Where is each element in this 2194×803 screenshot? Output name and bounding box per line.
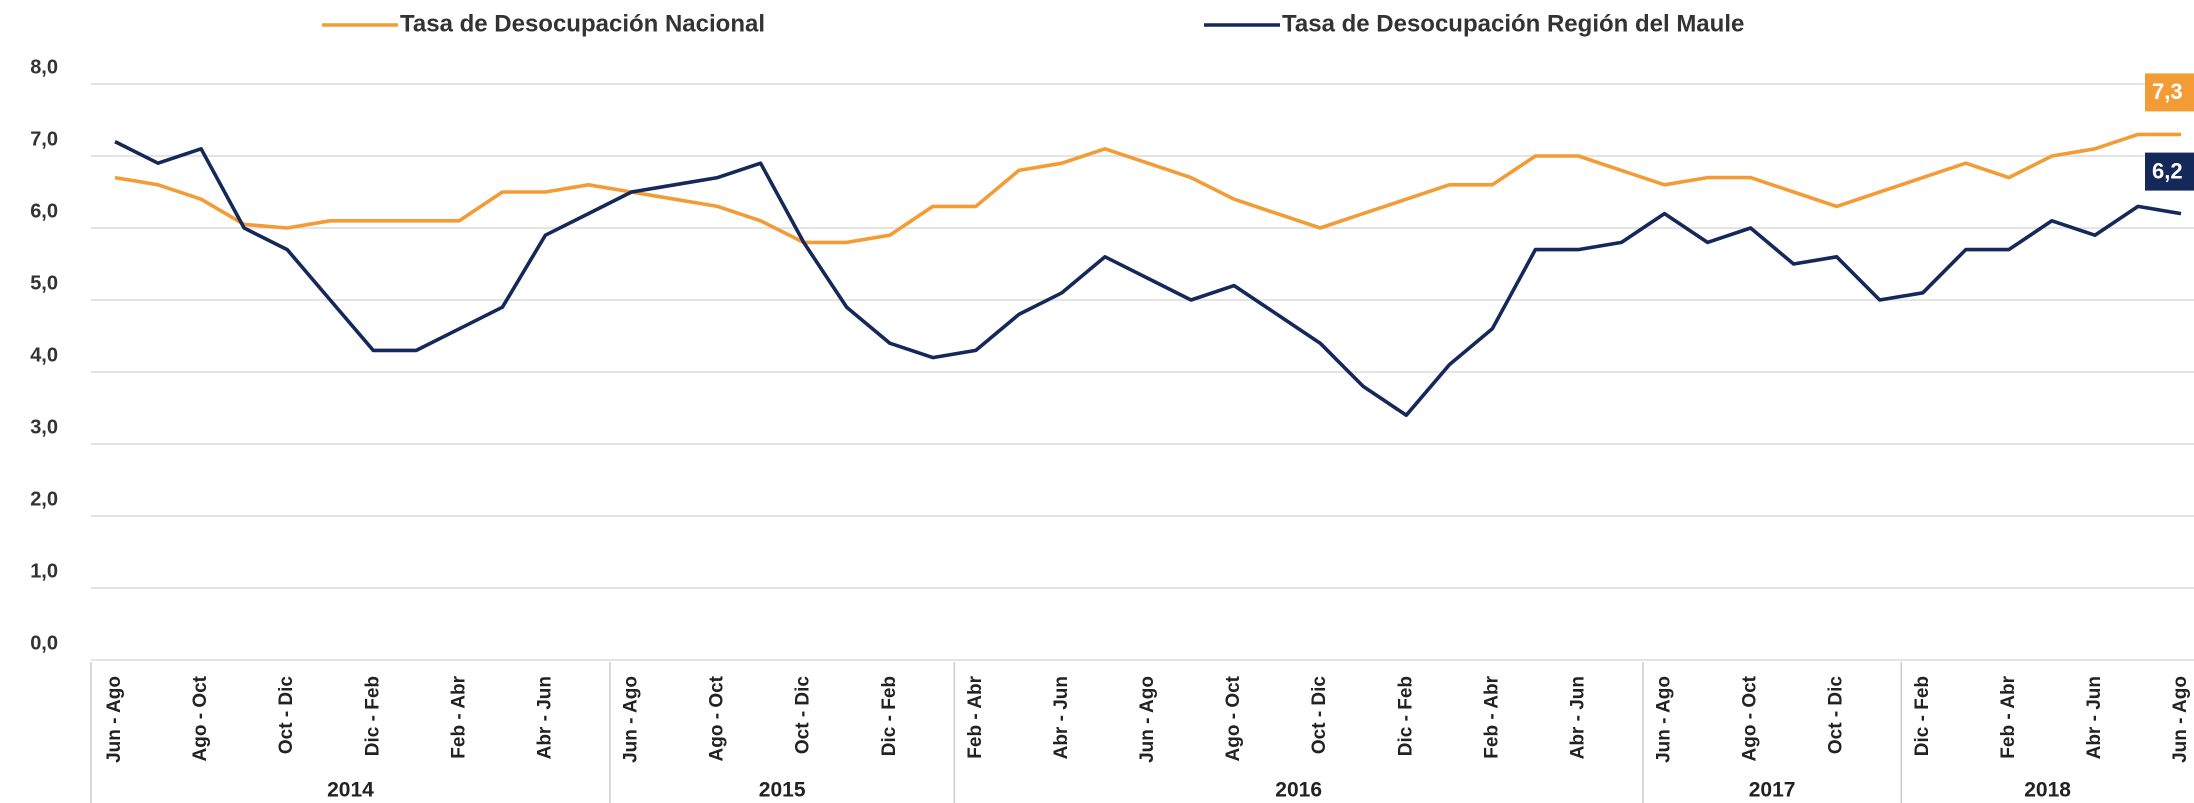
x-tick-label: Feb - Abr (1998, 675, 2019, 758)
y-tick-label: 6,0 (30, 200, 58, 222)
y-tick-label: 8,0 (30, 56, 58, 78)
y-tick-label: 7,0 (30, 128, 58, 150)
x-tick-label: Dic - Feb (362, 676, 383, 756)
value-label: 6,2 (2152, 158, 2183, 183)
group-label: 2018 (2024, 779, 2071, 802)
x-tick-label: Abr - Jun (534, 676, 555, 759)
x-tick-label: Abr - Jun (1567, 676, 1588, 759)
y-tick-label: 4,0 (30, 344, 58, 366)
x-tick-label: Jun - Ago (1654, 676, 1675, 763)
legend-label: Tasa de Desocupación Nacional (400, 10, 765, 37)
value-label-box (2145, 152, 2194, 191)
x-tick-label: Jun - Ago (104, 676, 125, 763)
x-tick-label: Oct - Dic (276, 676, 297, 755)
group-label: 2017 (1749, 779, 1796, 802)
group-label: 2014 (327, 779, 374, 802)
group-label: 2015 (759, 779, 806, 802)
x-tick-label: Oct - Dic (793, 676, 814, 755)
series-line (114, 139, 2182, 417)
y-tick-label: 2,0 (30, 488, 58, 510)
x-tick-label: Dic - Feb (1912, 676, 1933, 756)
value-label-box (2145, 73, 2194, 112)
x-tick-label: Feb - Abr (1481, 675, 1502, 758)
x-tick-label: Ago - Oct (707, 675, 728, 761)
x-tick-label: Dic - Feb (1395, 676, 1416, 756)
x-tick-label: Oct - Dic (1826, 676, 1847, 755)
group-label: 2016 (1275, 779, 1322, 802)
legend-label: Tasa de Desocupación Región del Maule (1282, 10, 1744, 37)
x-tick-label: Oct - Dic (1309, 676, 1330, 755)
y-tick-label: 1,0 (30, 560, 58, 582)
y-tick-label: 5,0 (30, 272, 58, 294)
x-tick-label: Dic - Feb (879, 676, 900, 756)
x-tick-label: Jun - Ago (621, 676, 642, 763)
x-tick-label: Ago - Oct (1223, 675, 1244, 761)
y-tick-label: 0,0 (30, 632, 58, 654)
y-tick-label: 3,0 (30, 416, 58, 438)
x-tick-label: Abr - Jun (2084, 676, 2105, 759)
series-line (114, 132, 2181, 245)
x-tick-label: Ago - Oct (1740, 675, 1761, 761)
value-label: 7,3 (2152, 79, 2183, 104)
x-tick-label: Jun - Ago (1137, 676, 1158, 763)
x-tick-label: Feb - Abr (448, 675, 469, 758)
x-tick-label: Jun - Ago (2170, 676, 2191, 763)
x-tick-label: Ago - Oct (190, 675, 211, 761)
x-tick-label: Abr - Jun (1051, 676, 1072, 759)
x-tick-label: Feb - Abr (965, 675, 986, 758)
